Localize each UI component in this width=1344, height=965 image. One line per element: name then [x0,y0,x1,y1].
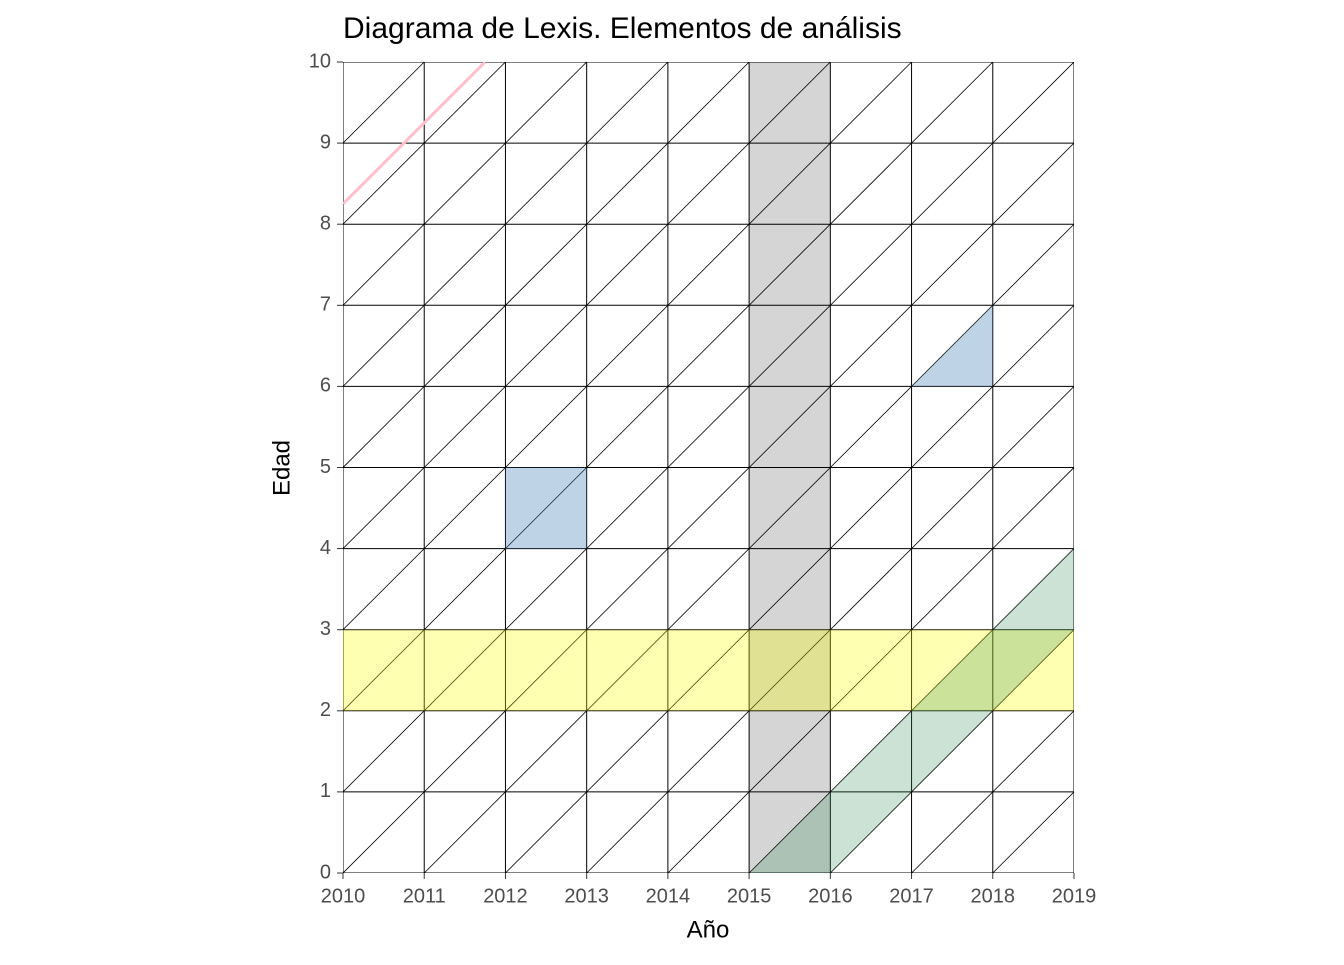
y-tick-label: 10 [309,50,331,72]
lifeline [343,62,750,469]
lifeline [748,548,1074,873]
grid [343,62,1074,873]
y-tick-label: 8 [320,212,331,234]
x-axis-label: Año [687,916,730,943]
region [911,305,993,387]
region [343,629,1074,711]
x-tick-label: 2012 [483,885,528,907]
x-tick-label: 2017 [889,885,934,907]
x-tick-label: 2013 [564,885,609,907]
lifeline [343,62,669,387]
y-tick-label: 5 [320,456,331,478]
lifeline-highlight [343,62,487,205]
lifeline [343,62,506,225]
x-tick-label: 2018 [971,885,1016,907]
chart-title: Diagrama de Lexis. Elementos de análisis [343,12,902,45]
region [749,548,1074,873]
lifeline [1073,872,1074,873]
x-tick-label: 2016 [808,885,853,907]
y-tick-label: 7 [320,294,331,316]
x-tick-label: 2014 [646,885,691,907]
lifeline [667,466,1074,873]
x-tick-label: 2019 [1052,885,1097,907]
y-axis-label: Edad [268,440,295,496]
y-tick-label: 6 [320,375,331,397]
lifeline [343,62,587,306]
y-tick-label: 0 [320,861,331,883]
y-tick-label: 3 [320,618,331,640]
lifeline [830,629,1074,873]
y-tick-label: 4 [320,537,331,559]
x-tick-label: 2015 [727,885,772,907]
x-tick-label: 2011 [403,885,446,907]
lifeline [911,710,1074,873]
region [505,467,587,549]
overlays [343,62,1074,873]
x-tick-label: 2010 [321,885,366,907]
y-tick-label: 9 [320,131,331,153]
y-tick-label: 1 [320,780,331,802]
y-tick-label: 2 [320,699,331,721]
